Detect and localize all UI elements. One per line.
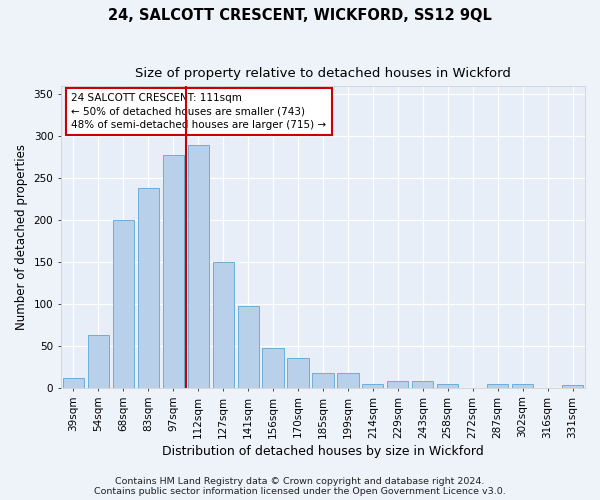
Bar bbox=[287, 358, 308, 388]
Bar bbox=[163, 156, 184, 388]
Bar bbox=[262, 348, 284, 388]
Bar bbox=[137, 188, 159, 388]
Bar bbox=[212, 262, 234, 388]
Y-axis label: Number of detached properties: Number of detached properties bbox=[15, 144, 28, 330]
Text: Contains HM Land Registry data © Crown copyright and database right 2024.
Contai: Contains HM Land Registry data © Crown c… bbox=[94, 476, 506, 496]
Bar bbox=[412, 381, 433, 388]
Bar bbox=[188, 144, 209, 388]
X-axis label: Distribution of detached houses by size in Wickford: Distribution of detached houses by size … bbox=[162, 444, 484, 458]
Bar bbox=[387, 381, 409, 388]
Bar bbox=[362, 384, 383, 388]
Bar bbox=[487, 384, 508, 388]
Bar bbox=[63, 378, 84, 388]
Bar bbox=[238, 306, 259, 388]
Bar bbox=[562, 386, 583, 388]
Bar bbox=[337, 372, 359, 388]
Bar bbox=[512, 384, 533, 388]
Title: Size of property relative to detached houses in Wickford: Size of property relative to detached ho… bbox=[135, 68, 511, 80]
Text: 24, SALCOTT CRESCENT, WICKFORD, SS12 9QL: 24, SALCOTT CRESCENT, WICKFORD, SS12 9QL bbox=[108, 8, 492, 22]
Bar bbox=[313, 372, 334, 388]
Bar bbox=[88, 335, 109, 388]
Bar bbox=[437, 384, 458, 388]
Bar bbox=[113, 220, 134, 388]
Text: 24 SALCOTT CRESCENT: 111sqm
← 50% of detached houses are smaller (743)
48% of se: 24 SALCOTT CRESCENT: 111sqm ← 50% of det… bbox=[71, 94, 326, 130]
